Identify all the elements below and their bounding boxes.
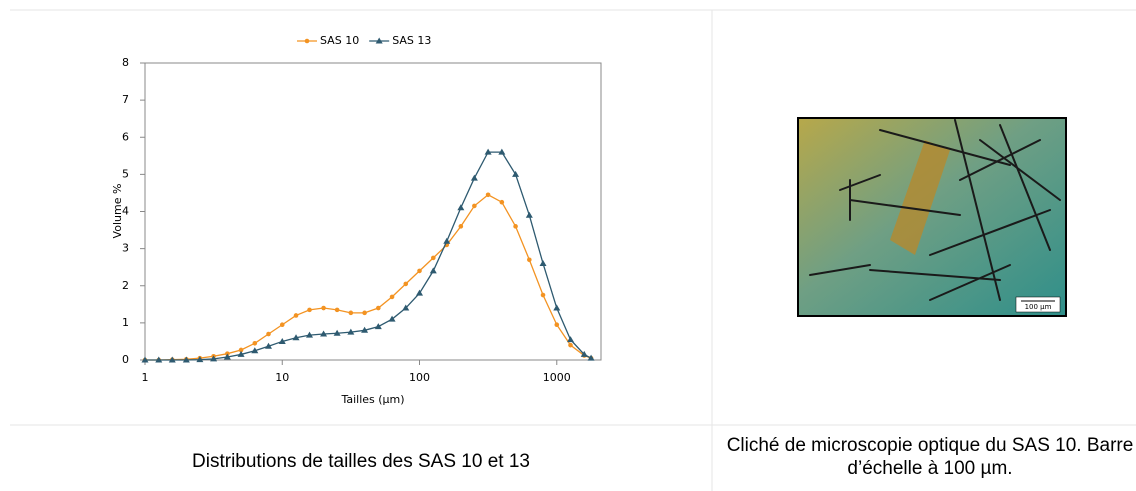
point-marker: [568, 342, 573, 348]
point-marker: [513, 224, 518, 229]
point-marker: [374, 323, 382, 330]
y-tick-label: 4: [122, 205, 129, 218]
point-marker: [484, 148, 492, 155]
point-marker: [361, 326, 369, 333]
point-marker: [388, 315, 396, 322]
point-marker: [307, 307, 312, 313]
point-marker: [525, 211, 533, 218]
point-marker: [279, 322, 285, 328]
point-marker: [470, 174, 478, 181]
point-marker: [266, 331, 271, 337]
point-marker: [196, 356, 204, 363]
point-marker: [485, 192, 491, 198]
point-marker: [251, 347, 259, 354]
point-marker: [458, 224, 464, 229]
legend-label: SAS 10: [320, 34, 359, 47]
point-marker: [567, 336, 575, 343]
x-tick-label: 100: [409, 371, 430, 384]
point-marker: [417, 268, 422, 274]
point-marker: [416, 289, 424, 296]
point-marker: [182, 356, 190, 363]
point-marker: [553, 304, 561, 311]
point-marker: [430, 255, 436, 261]
point-marker: [334, 307, 340, 313]
point-marker: [347, 328, 355, 335]
point-marker: [265, 342, 273, 349]
point-marker: [278, 337, 286, 344]
point-marker: [306, 331, 314, 338]
point-marker: [210, 355, 218, 362]
point-marker: [389, 294, 395, 300]
point-marker: [292, 334, 300, 341]
x-tick-label: 1: [142, 371, 149, 384]
point-marker: [252, 340, 258, 346]
series-line: [145, 151, 592, 361]
point-marker: [141, 356, 149, 363]
point-marker: [223, 353, 231, 360]
point-marker: [587, 354, 595, 361]
micrograph: 100 µm: [797, 117, 1067, 317]
point-marker: [293, 313, 299, 318]
point-marker: [554, 322, 560, 328]
y-tick-label: 5: [122, 167, 129, 180]
point-marker: [348, 310, 354, 316]
x-tick-label: 10: [275, 371, 289, 384]
point-marker: [499, 199, 505, 205]
point-marker: [498, 148, 506, 155]
point-marker: [540, 292, 546, 298]
point-marker: [320, 330, 328, 337]
point-marker: [539, 259, 547, 266]
point-marker: [512, 170, 520, 177]
point-marker: [304, 38, 310, 44]
point-marker: [155, 356, 163, 363]
point-marker: [580, 350, 588, 357]
plot-frame: [144, 62, 602, 361]
series-line: [145, 194, 592, 361]
y-tick-label: 7: [122, 93, 129, 106]
point-marker: [333, 329, 341, 336]
table-borders: [10, 9, 1136, 491]
point-marker: [362, 310, 367, 316]
point-marker: [457, 204, 465, 211]
point-marker: [376, 305, 381, 311]
point-marker: [472, 203, 477, 209]
legend-label: SAS 13: [392, 34, 431, 47]
x-tick-label: 1000: [543, 371, 571, 384]
y-axis-label: Volume %: [111, 184, 124, 239]
point-marker: [443, 237, 451, 244]
point-marker: [402, 304, 410, 311]
point-marker: [429, 267, 437, 274]
y-tick-label: 1: [122, 316, 129, 329]
scale-bar-label: 100 µm: [1025, 303, 1052, 311]
y-tick-label: 0: [122, 353, 129, 366]
y-tick-label: 8: [122, 56, 129, 69]
point-marker: [168, 356, 176, 363]
point-marker: [238, 347, 244, 353]
point-marker: [237, 350, 245, 357]
point-marker: [375, 37, 383, 44]
caption-right: Cliché de microscopie optique du SAS 10.…: [726, 435, 1134, 479]
caption-left: Distributions de tailles des SAS 10 et 1…: [192, 451, 530, 472]
y-tick-label: 6: [122, 130, 129, 143]
point-marker: [321, 305, 326, 311]
y-tick-label: 3: [122, 242, 129, 255]
point-marker: [527, 257, 532, 263]
x-axis-label: Tailles (µm): [340, 393, 404, 406]
point-marker: [403, 281, 409, 287]
y-tick-label: 2: [122, 279, 129, 292]
